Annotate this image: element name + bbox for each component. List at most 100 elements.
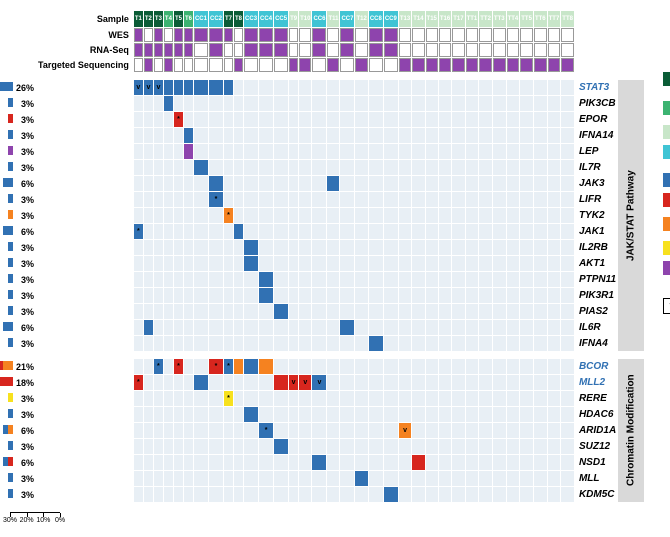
mut-cell xyxy=(561,208,574,223)
mut-cell xyxy=(493,455,506,470)
mut-cell xyxy=(244,375,258,390)
mut-cell xyxy=(164,423,173,438)
mut-cell xyxy=(399,304,411,319)
wes-cell xyxy=(184,28,193,42)
mut-cell xyxy=(548,320,561,335)
mut-cell xyxy=(520,320,533,335)
mut-cell xyxy=(224,304,233,319)
mut-cell xyxy=(340,391,354,406)
wes-cell xyxy=(412,28,424,42)
mut-cell xyxy=(312,487,326,502)
mut-cell xyxy=(384,288,398,303)
rna-cell xyxy=(340,43,354,57)
mut-cell xyxy=(164,272,173,287)
mut-cell xyxy=(154,256,163,271)
mut-cell xyxy=(194,407,208,422)
pct-PIAS2: 3% xyxy=(14,304,36,319)
mut-cell xyxy=(289,288,298,303)
mut-cell xyxy=(144,272,153,287)
mut-cell xyxy=(327,160,339,175)
gene-label-BCOR: BCOR xyxy=(575,359,617,374)
mut-cell xyxy=(184,224,193,239)
mut-cell xyxy=(520,487,533,502)
mut-cell: v xyxy=(289,375,298,390)
wes-cell xyxy=(244,28,258,42)
mut-cell xyxy=(369,375,383,390)
mut-cell: * xyxy=(174,112,183,127)
mut-cell xyxy=(224,224,233,239)
mut-cell xyxy=(399,192,411,207)
mut-cell xyxy=(134,423,143,438)
mut-cell xyxy=(355,96,367,111)
mut-cell xyxy=(134,304,143,319)
mut-cell xyxy=(144,176,153,191)
mut-cell xyxy=(234,320,243,335)
mut-cell xyxy=(184,359,193,374)
pct-MLL: 3% xyxy=(14,471,36,486)
mut-cell xyxy=(134,471,143,486)
mut-cell xyxy=(493,240,506,255)
mut-cell xyxy=(327,224,339,239)
mut-cell xyxy=(439,439,451,454)
mut-cell xyxy=(412,176,424,191)
mut-cell xyxy=(561,455,574,470)
mut-cell xyxy=(561,144,574,159)
mut-cell xyxy=(299,128,311,143)
mut-cell xyxy=(164,471,173,486)
mut-cell xyxy=(244,320,258,335)
pct-AKT1: 3% xyxy=(14,256,36,271)
mut-cell xyxy=(355,272,367,287)
mut-cell xyxy=(154,224,163,239)
mut-cell xyxy=(493,391,506,406)
mut-cell xyxy=(426,208,438,223)
mut-cell xyxy=(561,375,574,390)
pct-MLL2: 18% xyxy=(14,375,36,390)
mut-cell xyxy=(312,471,326,486)
rna-cell xyxy=(312,43,326,57)
mut-cell xyxy=(466,288,479,303)
mut-cell xyxy=(412,208,424,223)
mut-cell xyxy=(259,439,273,454)
freq-bar-IL2RB xyxy=(11,240,13,255)
mut-cell xyxy=(174,304,183,319)
mut-cell xyxy=(534,375,547,390)
mut-cell xyxy=(184,112,193,127)
mut-cell xyxy=(174,256,183,271)
sample-TT4: TT4 xyxy=(507,11,520,27)
mut-cell xyxy=(244,439,258,454)
mut-cell xyxy=(520,471,533,486)
mut-cell xyxy=(355,224,367,239)
mut-cell xyxy=(164,375,173,390)
wes-header: WES xyxy=(37,28,133,42)
mut-cell xyxy=(184,288,193,303)
mut-cell xyxy=(412,288,424,303)
mut-cell xyxy=(144,320,153,335)
mut-cell xyxy=(299,80,311,95)
sample-T6: T6 xyxy=(184,11,193,27)
sample-T15: T15 xyxy=(426,11,438,27)
mut-cell xyxy=(164,439,173,454)
mut-cell xyxy=(439,423,451,438)
mut-cell xyxy=(466,487,479,502)
sample-TT2: TT2 xyxy=(479,11,492,27)
mut-cell xyxy=(369,208,383,223)
mut-cell xyxy=(355,439,367,454)
mut-cell xyxy=(355,455,367,470)
gene-label-ARID1A: ARID1A xyxy=(575,423,617,438)
mut-cell xyxy=(439,240,451,255)
wes-cell xyxy=(561,28,574,42)
mut-cell xyxy=(534,96,547,111)
mut-cell xyxy=(384,272,398,287)
mut-cell xyxy=(144,192,153,207)
mut-cell xyxy=(384,128,398,143)
ts-cell xyxy=(154,58,163,72)
mut-cell xyxy=(259,224,273,239)
mut-cell xyxy=(452,288,464,303)
mut-cell xyxy=(234,304,243,319)
mut-cell xyxy=(299,391,311,406)
mut-cell xyxy=(561,96,574,111)
mut-cell xyxy=(134,272,143,287)
mut-cell xyxy=(340,256,354,271)
gene-label-EPOR: EPOR xyxy=(575,112,617,127)
mut-cell xyxy=(194,471,208,486)
